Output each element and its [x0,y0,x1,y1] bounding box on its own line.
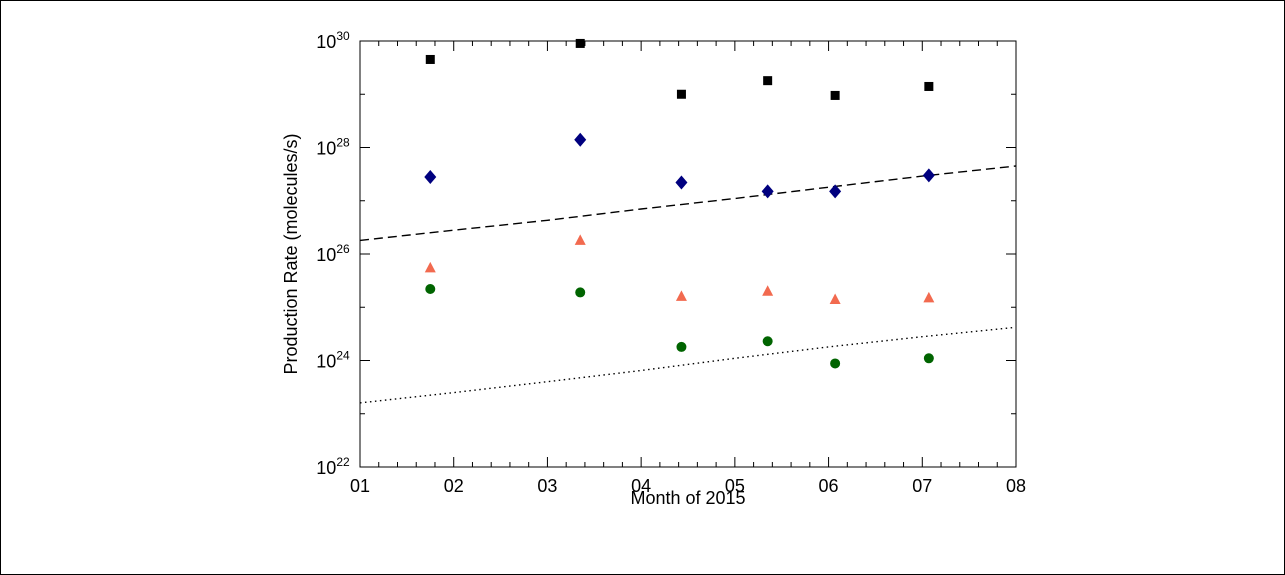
y-tick-label: 1026 [316,242,350,265]
diamond-marker [424,169,437,184]
diamond-marker [829,184,842,199]
x-axis-title: Month of 2015 [630,488,745,508]
y-tick-label: 1022 [316,455,350,478]
x-tick-label: 04 [631,476,651,496]
x-tick-label: 05 [725,476,745,496]
circle-marker [676,341,687,352]
dashed-model-curve [359,165,1017,242]
square-marker [676,89,686,99]
square-marker [924,81,934,91]
circle-marker [830,358,841,369]
square-marker [763,76,773,86]
circle-marker [762,336,773,347]
x-tick-label: 07 [912,476,932,496]
square-marker [830,90,840,100]
x-tick-label: 03 [537,476,557,496]
diamond-marker [922,168,935,183]
axis-ticks [359,40,1017,468]
y-tick-label: 1030 [316,29,350,52]
square-marker [575,38,585,48]
triangle-marker [923,291,935,303]
data-points [424,38,935,369]
triangle-marker [675,290,687,301]
triangle-marker [424,261,436,273]
model-curves [359,165,1017,404]
x-tick-label: 02 [444,476,464,496]
triangle-marker [829,293,841,304]
y-tick-label: 1028 [316,136,350,159]
x-tick-label: 06 [819,476,839,496]
y-tick-labels: 1022 1024 1026 1028 1030 [316,29,350,478]
diamond-marker [574,132,587,147]
square-marker [425,54,435,64]
y-axis-title: Production Rate (molecules/s) [281,133,301,374]
x-tick-label: 01 [350,476,370,496]
triangle-marker [574,234,586,245]
x-tick-labels: 01 02 03 04 05 06 07 08 [350,476,1026,496]
diamond-marker [675,175,688,190]
x-tick-label: 08 [1006,476,1026,496]
circle-marker [923,353,934,364]
diamond-marker [761,184,774,199]
triangle-marker [762,285,774,296]
circle-marker [575,287,586,298]
y-tick-label: 1024 [316,349,350,372]
plot-area-border [359,40,1017,468]
dotted-model-curve [359,326,1017,404]
circle-marker [425,284,436,295]
